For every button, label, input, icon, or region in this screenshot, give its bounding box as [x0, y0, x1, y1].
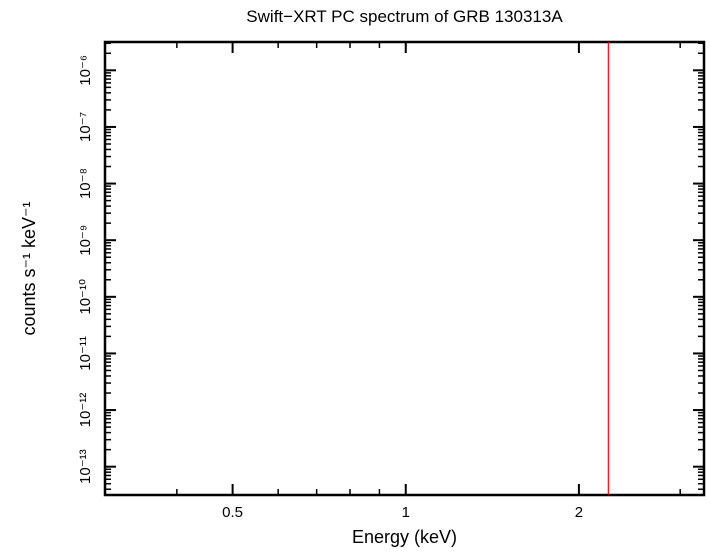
x-axis-label: Energy (keV) [352, 527, 457, 547]
y-tick-label: 10⁻¹³ [77, 449, 94, 484]
y-tick-label: 10⁻¹⁰ [77, 279, 94, 315]
chart-container: Swift−XRT PC spectrum of GRB 130313A 0.5 1… [0, 0, 710, 556]
y-tick-label: 10⁻¹² [77, 393, 94, 428]
y-tick-label: 10⁻⁸ [77, 168, 94, 199]
y-tick-label: 10⁻¹¹ [77, 336, 94, 371]
x-tick-label: 1 [402, 504, 410, 521]
x-tick-label: 0.5 [222, 504, 243, 521]
y-axis-label: counts s⁻¹ keV⁻¹ [19, 201, 39, 335]
x-tick-label: 2 [575, 504, 583, 521]
y-tick-label: 10⁻⁷ [77, 112, 94, 142]
y-tick-label: 10⁻⁹ [77, 225, 94, 256]
spectrum-plot: Swift−XRT PC spectrum of GRB 130313A 0.5 1… [0, 0, 710, 556]
plot-title: Swift−XRT PC spectrum of GRB 130313A [246, 7, 563, 26]
y-tick-label: 10⁻⁶ [77, 55, 94, 86]
